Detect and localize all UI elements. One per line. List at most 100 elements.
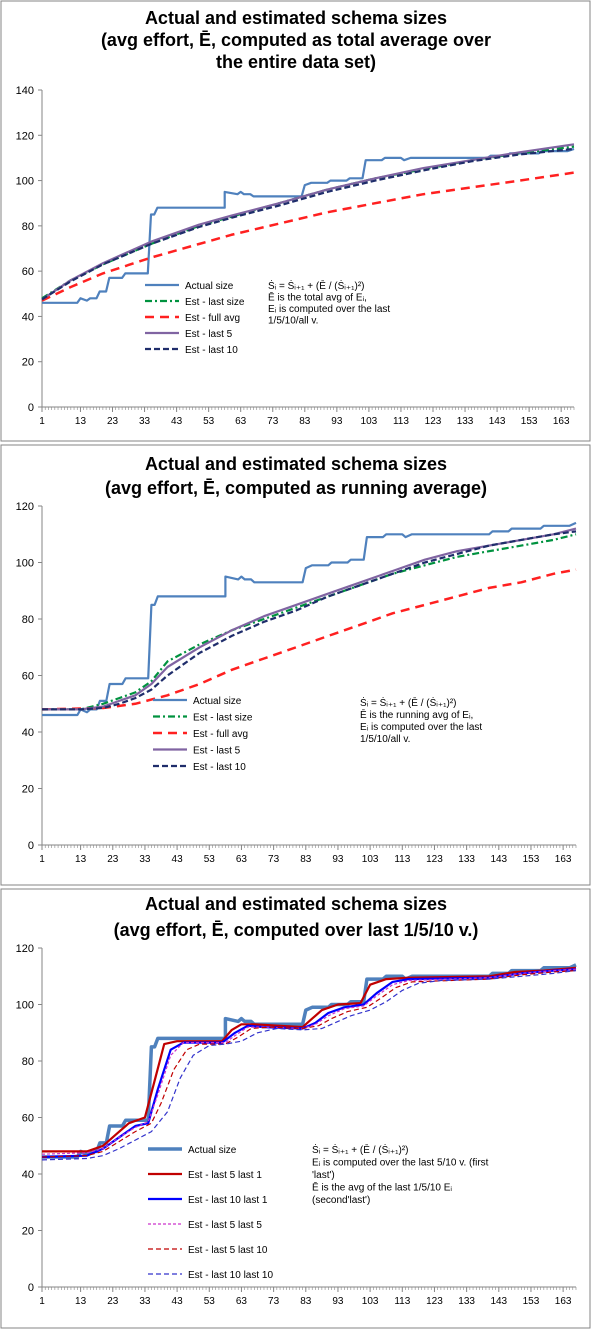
formula-annotation: (second'last'): [312, 1195, 370, 1206]
x-tick-label: 23: [107, 854, 119, 865]
series-line-1: [42, 147, 575, 304]
formula-annotation: 1/5/10/all v.: [268, 316, 318, 327]
chart-2: Actual and estimated schema sizes (avg ef…: [0, 444, 591, 886]
formula-annotation: 1/5/10/all v.: [360, 734, 410, 745]
x-tick-label: 103: [362, 854, 379, 865]
series-line-1: [42, 521, 577, 717]
legend-label: Est - last 5 last 10: [188, 1245, 268, 1256]
chart-title-line: (avg effort, Ē, computed as total averag…: [101, 30, 491, 50]
y-tick-label: 40: [22, 1169, 34, 1181]
x-tick-label: 53: [203, 416, 215, 427]
y-tick-label: 120: [16, 943, 34, 955]
x-tick-label: 153: [523, 1296, 540, 1307]
x-tick-label: 43: [172, 854, 184, 865]
legend-label: Actual size: [188, 1145, 237, 1156]
x-tick-label: 163: [553, 416, 570, 427]
x-tick-label: 63: [236, 854, 248, 865]
series-line-5: [42, 530, 577, 711]
x-tick-label: 103: [362, 1296, 379, 1307]
formula-annotation: Ē is the avg of the last 1/5/10 Eᵢ: [312, 1182, 452, 1194]
x-tick-label: 23: [107, 1296, 119, 1307]
x-tick-label: 93: [332, 854, 344, 865]
x-tick-label: 93: [332, 1296, 344, 1307]
x-tick-label: 133: [457, 416, 474, 427]
x-tick-label: 13: [75, 416, 87, 427]
legend-label: Est - last 5 last 1: [188, 1170, 262, 1181]
legend-label: Est - last size: [185, 297, 245, 308]
x-tick-label: 143: [490, 854, 507, 865]
y-tick-label: 100: [16, 1000, 34, 1012]
series-line-3: [41, 171, 575, 302]
chart-title-line: Actual and estimated schema sizes: [145, 454, 447, 474]
x-tick-label: 93: [331, 416, 343, 427]
legend-label: Est - full avg: [185, 313, 240, 324]
legend-label: Est - last 10 last 10: [188, 1270, 273, 1281]
y-tick-label: 120: [16, 501, 34, 513]
y-tick-label: 40: [22, 311, 34, 323]
chart-frame: [0, 0, 591, 442]
formula-annotation: 'last'): [312, 1170, 335, 1181]
x-tick-label: 83: [300, 854, 312, 865]
chart-frame: [0, 444, 591, 886]
legend-label: Est - last 10: [193, 762, 246, 773]
x-tick-label: 43: [171, 416, 183, 427]
formula-annotation: Ē is the total avg of Eᵢ,: [268, 292, 367, 304]
y-tick-label: 60: [22, 1113, 34, 1125]
x-tick-label: 73: [268, 854, 280, 865]
chart-title-line: Actual and estimated schema sizes: [145, 894, 447, 914]
y-tick-label: 120: [16, 130, 34, 142]
legend-label: Actual size: [185, 281, 234, 292]
x-tick-label: 63: [236, 1296, 248, 1307]
x-tick-label: 143: [489, 416, 506, 427]
x-tick-label: 63: [235, 416, 247, 427]
x-tick-label: 103: [361, 416, 378, 427]
series-line-2: [42, 533, 577, 711]
chart-1: Actual and estimated schema sizes(avg ef…: [0, 0, 591, 442]
x-tick-label: 163: [555, 854, 572, 865]
legend-label: Actual size: [193, 696, 242, 707]
series-line-2: [42, 966, 577, 1153]
formula-annotation: Eᵢ is computed over the last: [360, 722, 482, 733]
x-tick-label: 13: [75, 854, 87, 865]
x-tick-label: 133: [458, 854, 475, 865]
y-tick-label: 20: [22, 784, 34, 796]
y-tick-label: 20: [22, 1226, 34, 1238]
x-tick-label: 33: [139, 416, 151, 427]
y-tick-label: 60: [22, 671, 34, 683]
x-tick-label: 1: [39, 416, 45, 427]
formula-annotation: Ṡᵢ = Ṡᵢ₊₁ + (Ē / (Ṡᵢ₊₁)²): [360, 696, 456, 709]
x-tick-label: 53: [204, 1296, 216, 1307]
formula-annotation: Eᵢ is computed over the last: [268, 304, 390, 315]
x-tick-label: 33: [139, 1296, 151, 1307]
x-tick-label: 113: [394, 1296, 410, 1307]
legend-label: Est - last 10 last 1: [188, 1195, 268, 1206]
x-tick-label: 33: [139, 854, 151, 865]
x-tick-label: 113: [394, 854, 410, 865]
x-tick-label: 123: [426, 1296, 443, 1307]
formula-annotation: Eᵢ is computed over the last 5/10 v. (fi…: [312, 1158, 489, 1169]
legend-label: Est - last 5 last 5: [188, 1220, 262, 1231]
x-tick-label: 113: [393, 416, 409, 427]
x-tick-label: 43: [172, 1296, 184, 1307]
y-tick-label: 140: [16, 85, 34, 97]
y-tick-label: 80: [22, 1056, 34, 1068]
x-tick-label: 123: [426, 854, 443, 865]
chart-title-line: (avg effort, Ē, computed over last 1/5/1…: [114, 920, 479, 940]
x-tick-label: 83: [300, 1296, 312, 1307]
x-tick-label: 73: [268, 1296, 280, 1307]
y-tick-label: 60: [22, 266, 34, 278]
chart-title-line: (avg effort, Ē, computed as running aver…: [105, 478, 487, 498]
formula-annotation: Ṡᵢ = Ṡᵢ₊₁ + (Ē / (Ṡᵢ₊₁)²): [312, 1143, 408, 1156]
x-tick-label: 23: [107, 416, 119, 427]
chart-title-line: Actual and estimated schema sizes: [145, 8, 447, 28]
x-tick-label: 123: [425, 416, 442, 427]
x-tick-label: 1: [39, 854, 45, 865]
series-line-6: [41, 970, 577, 1161]
y-tick-label: 0: [28, 840, 34, 852]
y-tick-label: 80: [22, 221, 34, 233]
legend-label: Est - last size: [193, 713, 253, 724]
x-tick-label: 53: [204, 854, 216, 865]
legend-label: Est - last 5: [185, 329, 233, 340]
legend-label: Est - last 5: [193, 746, 241, 757]
